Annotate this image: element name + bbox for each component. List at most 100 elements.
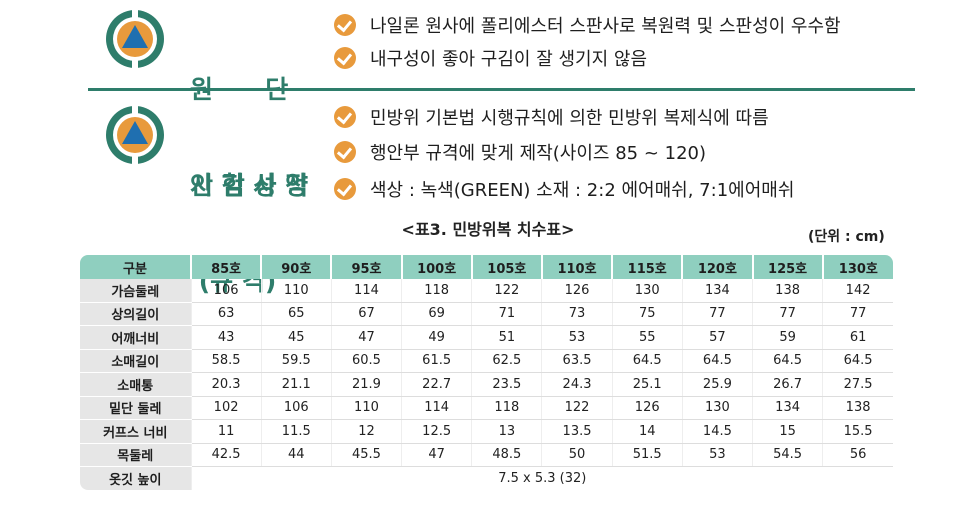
table-cell: 51.5	[611, 443, 683, 467]
table-cell: 11	[190, 419, 262, 444]
bullet-item: 나일론 원사에 폴리에스터 스판사로 복원력 및 스판성이 우수함	[334, 8, 841, 41]
table-cell: 54.5	[751, 443, 823, 467]
row-label: 어깨너비	[80, 325, 191, 350]
collar-value: 7.5 x 5.3 (32)	[190, 466, 893, 490]
table-row: 밑단 둘레 102 106 110 114 118 122 126 130 134 138	[80, 396, 893, 420]
table-cell: 134	[751, 396, 823, 420]
table-cell: 44	[260, 443, 332, 467]
table-cell: 106	[260, 396, 332, 420]
table-cell: 138	[751, 279, 823, 303]
table-cell: 26.7	[751, 372, 823, 397]
table-cell: 69	[401, 302, 472, 326]
table-cell: 20.3	[190, 372, 262, 397]
header-cell: 115호	[611, 255, 683, 279]
table-cell: 14.5	[681, 419, 753, 444]
fabric-test-heading: 원 단 시 험 성 적	[190, 10, 308, 234]
table-cell: 126	[541, 279, 613, 303]
table-cell: 64.5	[681, 349, 753, 373]
header-cell: 구분	[80, 255, 191, 279]
table-row: 목둘레 42.5 44 45.5 47 48.5 50 51.5 53 54.5 56	[80, 443, 893, 467]
table-cell: 12.5	[401, 419, 472, 444]
table-cell: 122	[541, 396, 613, 420]
table-cell: 62.5	[471, 349, 542, 373]
table-cell: 142	[822, 279, 893, 303]
table-cell: 48.5	[471, 443, 542, 467]
table-cell: 118	[401, 279, 472, 303]
table-cell: 50	[541, 443, 613, 467]
table-cell: 15.5	[822, 419, 893, 444]
table-cell: 130	[611, 279, 683, 303]
table-cell: 64.5	[822, 349, 893, 373]
table-row-collar: 옷깃 높이 7.5 x 5.3 (32)	[80, 466, 893, 490]
table-cell: 106	[190, 279, 262, 303]
table-cell: 49	[401, 325, 472, 350]
row-label: 옷깃 높이	[80, 466, 191, 490]
table-cell: 42.5	[190, 443, 262, 467]
lining-bullet-list: 민방위 기본법 시행규칙에 의한 민방위 복제식에 따름 행안부 규격에 맞게 …	[334, 100, 794, 207]
check-icon	[334, 177, 356, 200]
table-cell: 118	[471, 396, 542, 420]
bullet-text: 색상 : 녹색(GREEN) 소재 : 2:2 에어매쉬, 7:1에어매쉬	[370, 179, 795, 201]
check-icon	[334, 105, 356, 128]
table-cell: 77	[681, 302, 753, 326]
row-label: 밑단 둘레	[80, 396, 191, 420]
table-cell: 67	[330, 302, 402, 326]
table-cell: 51	[471, 325, 542, 350]
bullet-item: 내구성이 좋아 구김이 잘 생기지 않음	[334, 41, 841, 74]
header-cell: 110호	[540, 255, 613, 279]
table-cell: 14	[611, 419, 683, 444]
table-cell: 75	[611, 302, 683, 326]
bullet-text: 나일론 원사에 폴리에스터 스판사로 복원력 및 스판성이 우수함	[370, 15, 841, 37]
table-cell: 110	[260, 279, 332, 303]
table-title: <표3. 민방위복 치수표>	[401, 220, 575, 239]
table-cell: 47	[401, 443, 472, 467]
table-cell: 64.5	[751, 349, 823, 373]
header-cell: 105호	[470, 255, 542, 279]
table-cell: 64.5	[611, 349, 683, 373]
table-cell: 138	[822, 396, 893, 420]
table-cell: 126	[611, 396, 683, 420]
table-cell: 53	[681, 443, 753, 467]
section-divider	[88, 88, 915, 91]
table-row: 가슴둘레 106 110 114 118 122 126 130 134 138 142	[80, 279, 893, 303]
table-cell: 43	[190, 325, 262, 350]
table-row: 소매통 20.3 21.1 21.9 22.7 23.5 24.3 25.1 25.9 26.7 2…	[80, 372, 893, 397]
table-cell: 12	[330, 419, 402, 444]
table-cell: 60.5	[330, 349, 402, 373]
header-cell: 125호	[751, 255, 823, 279]
table-cell: 27.5	[822, 372, 893, 397]
bullet-text: 행안부 규격에 맞게 제작(사이즈 85 ~ 120)	[370, 142, 706, 164]
table-cell: 130	[681, 396, 753, 420]
bullet-text: 내구성이 좋아 구김이 잘 생기지 않음	[370, 48, 648, 70]
table-cell: 114	[330, 279, 402, 303]
header-cell: 100호	[400, 255, 472, 279]
table-cell: 24.3	[541, 372, 613, 397]
row-label: 소매통	[80, 372, 191, 397]
bullet-item: 색상 : 녹색(GREEN) 소재 : 2:2 에어매쉬, 7:1에어매쉬	[334, 170, 794, 207]
heading-line: 안 감 사 양	[190, 171, 309, 200]
header-cell: 95호	[330, 255, 402, 279]
table-cell: 47	[330, 325, 402, 350]
fabric-logo-icon	[106, 8, 164, 70]
bullet-item: 민방위 기본법 시행규칙에 의한 민방위 복제식에 따름	[334, 100, 794, 133]
check-icon	[334, 140, 356, 163]
row-label: 목둘레	[80, 443, 191, 467]
table-cell: 21.1	[260, 372, 332, 397]
header-cell: 90호	[260, 255, 332, 279]
table-cell: 102	[190, 396, 262, 420]
table-cell: 73	[541, 302, 613, 326]
table-cell: 61.5	[401, 349, 472, 373]
table-cell: 45.5	[330, 443, 402, 467]
table-cell: 134	[681, 279, 753, 303]
table-cell: 15	[751, 419, 823, 444]
table-cell: 57	[681, 325, 753, 350]
table-cell: 59	[751, 325, 823, 350]
table-row: 소매길이 58.5 59.5 60.5 61.5 62.5 63.5 64.5 64.5 64.5…	[80, 349, 893, 373]
table-cell: 77	[751, 302, 823, 326]
table-cell: 22.7	[401, 372, 472, 397]
table-cell: 53	[541, 325, 613, 350]
header-cell: 85호	[189, 255, 262, 279]
table-cell: 21.9	[330, 372, 402, 397]
table-cell: 23.5	[471, 372, 542, 397]
bullet-text: 민방위 기본법 시행규칙에 의한 민방위 복제식에 따름	[370, 107, 769, 129]
